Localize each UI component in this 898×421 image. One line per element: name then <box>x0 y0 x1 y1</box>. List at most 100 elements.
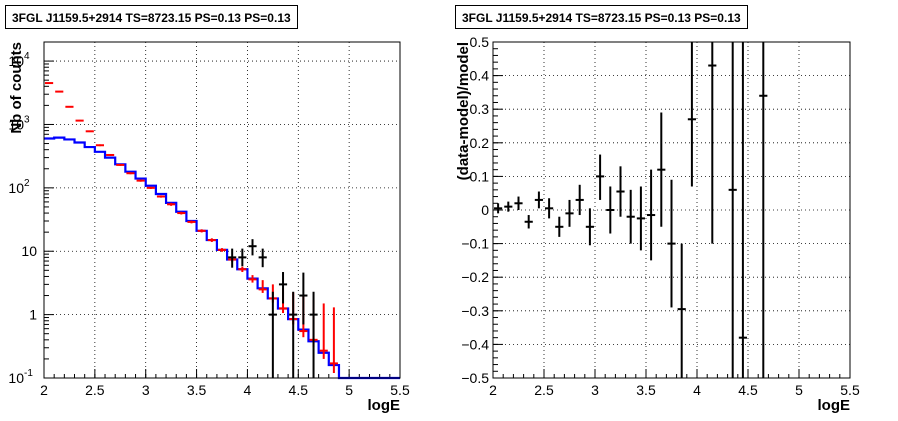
x-tick-label: 4.5 <box>289 382 309 398</box>
axes: 2 2.5 3 3.5 4 4.5 5 5.5 −0.5 −0.4 −0.3 −0.2 −0.1 0 0.1… <box>461 34 860 398</box>
data-point <box>309 291 318 378</box>
x-tick-label: 2.5 <box>85 382 105 398</box>
data-point <box>647 169 656 261</box>
x-tick-label: 4.5 <box>738 382 758 398</box>
x-tick-label: 5.5 <box>390 382 410 398</box>
data-point <box>258 280 267 293</box>
data-point <box>759 42 768 378</box>
x-tick-label: 2 <box>40 382 48 398</box>
data-point <box>504 201 513 212</box>
x-tick-label: 2.5 <box>534 382 554 398</box>
y-tick-label: 0.2 <box>470 135 490 151</box>
y-tick-label: −0.3 <box>461 303 489 319</box>
plot-frame <box>43 41 401 379</box>
data-point <box>494 203 503 214</box>
data-point <box>299 272 308 325</box>
data-point <box>738 42 747 378</box>
data-point <box>677 243 686 378</box>
data-point <box>278 272 288 304</box>
x-tick-label: 5 <box>795 382 803 398</box>
y-tick-label: −0.4 <box>461 336 489 352</box>
y-tick-label: 10 <box>8 116 24 132</box>
data-point <box>197 229 206 233</box>
x-tick-label: 5.5 <box>840 382 860 398</box>
data-point <box>95 144 105 147</box>
y-tick-label: 0.5 <box>470 34 490 50</box>
data-point <box>116 163 125 166</box>
data-point <box>534 191 543 209</box>
data-point <box>585 208 594 246</box>
y-tick-exponent: 4 <box>24 51 30 62</box>
data-point <box>329 307 338 373</box>
x-tick-label: 4 <box>693 382 701 398</box>
data-point <box>177 211 186 215</box>
data-point <box>228 248 237 268</box>
residuals-chart: 2 2.5 3 3.5 4 4.5 5 5.5 −0.5 −0.4 −0.3 −0.2 −0.1 0 0.1… <box>455 34 860 414</box>
data-point <box>667 179 676 308</box>
data-point <box>238 248 247 267</box>
x-axis-label: logE <box>818 397 851 414</box>
data-point <box>616 166 625 217</box>
y-tick-label: 0.1 <box>470 168 490 184</box>
data-point <box>258 248 267 268</box>
residuals-panel: 3FGL J1159.5+2914 TS=8723.15 PS=0.13 PS=… <box>449 0 898 421</box>
data-point <box>156 195 166 198</box>
data-point <box>126 172 135 175</box>
data-point <box>596 154 605 200</box>
x-tick-label: 3.5 <box>187 382 207 398</box>
y-axis-label: (data-model)/model <box>455 42 472 180</box>
grid-lines <box>493 42 850 378</box>
data-point <box>514 196 523 210</box>
data-point <box>626 189 635 244</box>
data-point <box>289 291 298 378</box>
data-point <box>545 198 554 219</box>
data-point <box>555 216 564 237</box>
y-tick-exponent: -1 <box>24 368 33 379</box>
data-point <box>146 186 155 189</box>
series-0 <box>494 42 768 378</box>
model-histogram-line <box>44 136 400 380</box>
x-tick-label: 3 <box>142 382 150 398</box>
data-point <box>238 266 247 273</box>
y-tick-label: 10 <box>21 243 37 259</box>
data-point <box>106 153 115 156</box>
y-tick-label: 1 <box>29 307 37 323</box>
data-point <box>248 275 257 283</box>
chart-title: 3FGL J1159.5+2914 TS=8723.15 PS=0.13 PS=… <box>5 5 298 29</box>
data-point <box>248 239 257 256</box>
data-point <box>708 42 717 244</box>
data-point <box>75 119 84 122</box>
grid-lines <box>44 42 400 378</box>
data-point <box>524 215 533 229</box>
data-point <box>636 186 645 251</box>
data-point <box>85 130 94 133</box>
data-point <box>268 291 277 378</box>
x-tick-label: 2 <box>489 382 497 398</box>
data-point <box>55 90 64 93</box>
data-point <box>65 105 74 108</box>
y-tick-exponent: 2 <box>24 178 30 189</box>
data-point <box>575 184 584 216</box>
plot-frame <box>492 41 851 379</box>
data-point <box>606 186 615 234</box>
data-point <box>45 82 54 85</box>
x-tick-label: 5 <box>345 382 353 398</box>
y-tick-label: 10 <box>8 180 24 196</box>
y-tick-label: 0.3 <box>470 101 490 117</box>
y-tick-label: 10 <box>8 53 24 69</box>
data-point <box>687 42 696 187</box>
y-tick-label: 0 <box>481 202 489 218</box>
x-tick-label: 4 <box>244 382 252 398</box>
chart-title: 3FGL J1159.5+2914 TS=8723.15 PS=0.13 PS=… <box>455 5 748 29</box>
data-point <box>565 199 574 227</box>
data-point <box>728 42 737 378</box>
series-0 <box>44 136 400 380</box>
data-point <box>187 220 196 224</box>
y-tick-label: 0.4 <box>470 68 490 84</box>
data-point <box>207 238 216 242</box>
data-point <box>319 303 328 359</box>
series-2 <box>228 239 318 378</box>
y-tick-label: −0.1 <box>461 236 489 252</box>
